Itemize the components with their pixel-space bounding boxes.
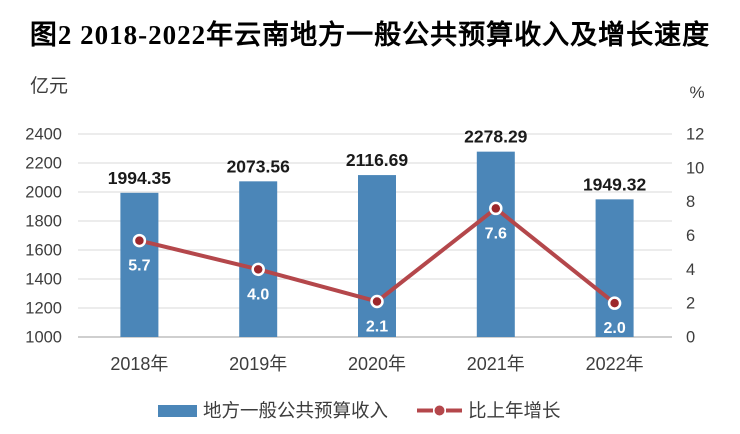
- legend-line-series-label: 比上年增长: [468, 400, 561, 421]
- left-axis-tick-label: 2000: [25, 184, 62, 202]
- line-point-marker: [489, 201, 503, 216]
- line-point-marker: [370, 294, 384, 309]
- right-axis-tick-label: 10: [686, 159, 704, 177]
- line-point-marker: [607, 296, 622, 310]
- line-point-label: 2.1: [366, 318, 388, 335]
- legend-line-swatch: [417, 405, 462, 416]
- line-point-marker: [132, 233, 147, 248]
- left-axis-tick-label: 1200: [25, 300, 62, 318]
- bar-value-label: 1994.35: [108, 168, 172, 188]
- left-axis-tick-label: 2400: [25, 126, 62, 144]
- bar: [120, 192, 159, 337]
- right-axis-tick-label: 0: [686, 329, 695, 347]
- bar-value-label: 2278.29: [464, 127, 528, 147]
- chart-title: 图2 2018-2022年云南地方一般公共预算收入及增长速度: [29, 20, 711, 50]
- left-axis-tick-label: 2200: [25, 155, 62, 173]
- bar: [595, 199, 634, 337]
- left-axis-unit-label: 亿元: [30, 75, 68, 97]
- line-point-label: 5.7: [128, 258, 150, 275]
- bar: [476, 151, 515, 337]
- left-axis-tick-label: 1000: [25, 329, 62, 347]
- line-point-label: 7.6: [485, 225, 507, 242]
- x-axis-category-label: 2020年: [348, 354, 406, 374]
- line-point-marker: [251, 262, 265, 277]
- left-axis-tick-label: 1400: [25, 271, 62, 289]
- bar: [358, 175, 396, 337]
- line-point-label: 4.0: [247, 286, 269, 303]
- legend-bar-series-label: 地方一般公共预算收入: [203, 400, 388, 421]
- left-axis-tick-label: 1600: [25, 242, 62, 260]
- legend-line-dot-icon: [434, 405, 445, 416]
- legend: 地方一般公共预算收入 比上年增长: [158, 400, 561, 421]
- x-axis-category-label: 2018年: [110, 354, 168, 374]
- line-point-label: 2.0: [603, 320, 625, 337]
- right-axis-tick-label: 4: [686, 261, 695, 279]
- left-axis-tick-label: 1800: [25, 213, 62, 231]
- x-axis-category-label: 2021年: [467, 354, 525, 374]
- x-axis-category-label: 2022年: [586, 354, 644, 374]
- right-axis-tick-label: 2: [686, 295, 695, 313]
- right-axis-tick-label: 12: [686, 126, 704, 144]
- x-axis-category-label: 2019年: [229, 354, 287, 374]
- right-axis-tick-label: 8: [686, 193, 695, 211]
- right-axis-unit-label: %: [689, 83, 704, 102]
- bar-value-label: 1949.32: [583, 174, 647, 194]
- legend-bar-swatch: [158, 405, 197, 417]
- bar: [239, 181, 278, 337]
- right-axis-tick-label: 6: [686, 227, 695, 245]
- bar-value-label: 2116.69: [346, 150, 409, 170]
- bar-value-label: 2073.56: [227, 156, 291, 176]
